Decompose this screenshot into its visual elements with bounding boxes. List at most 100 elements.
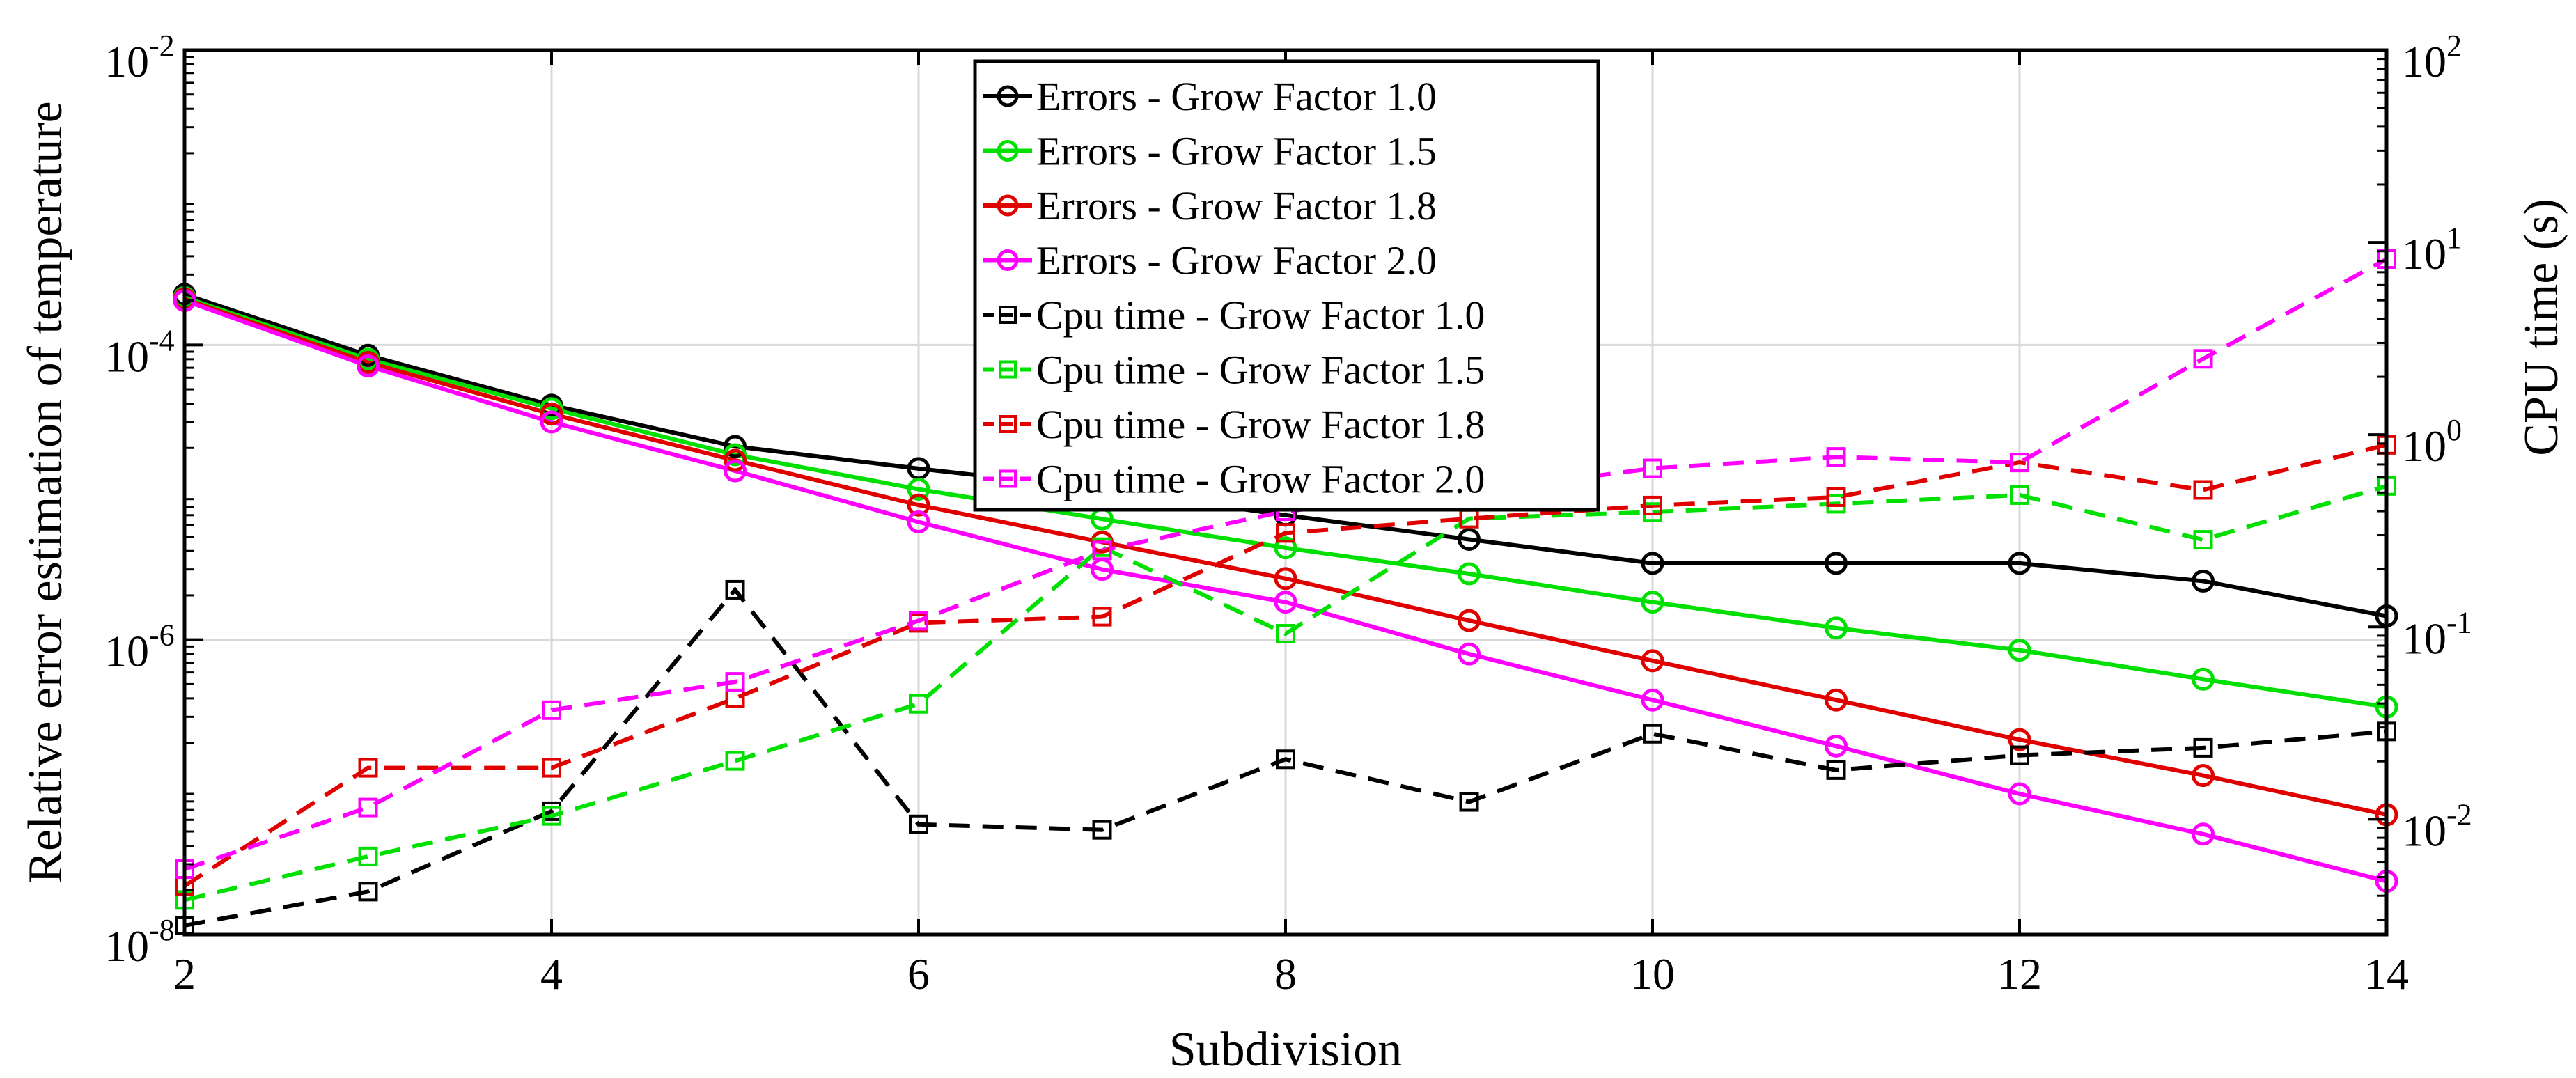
series-line-8: [184, 257, 2388, 871]
x-tick-label: 12: [1997, 949, 2042, 999]
legend-marker: [999, 306, 1017, 324]
series-point-2: [907, 478, 930, 501]
right-tick-label: 10-2: [2402, 797, 2472, 855]
x-axis-title: Subdivision: [1169, 1023, 1403, 1077]
legend-marker: [997, 85, 1019, 107]
series-point-1: [2008, 552, 2031, 575]
series-point-3: [2008, 728, 2031, 751]
legend-marker: [999, 469, 1017, 488]
series-point-8: [1643, 458, 1662, 478]
series-point-2: [1825, 616, 1848, 640]
series-point-1: [2192, 569, 2215, 593]
series-point-4: [357, 354, 380, 378]
series-point-7: [1643, 495, 1662, 515]
series-point-3: [540, 403, 563, 426]
right-tick-label: 10-1: [2402, 605, 2472, 663]
series-point-2: [1274, 536, 1297, 560]
series-point-5: [2193, 737, 2213, 758]
series-point-5: [1276, 749, 1295, 770]
series-point-8: [1826, 447, 1846, 467]
series-point-5: [1643, 724, 1662, 744]
series-point-5: [1826, 760, 1846, 780]
series-point-8: [909, 611, 928, 631]
series-point-6: [358, 846, 378, 866]
series-point-4: [1825, 734, 1848, 758]
series-point-3: [1825, 688, 1848, 712]
series-point-7: [1276, 523, 1295, 543]
plot-frame: [182, 48, 2389, 937]
left-y-axis-title: Relative error estimation of temperature: [19, 101, 72, 883]
series-point-1: [1825, 552, 1848, 575]
legend-label: Errors - Grow Factor 2.0: [1036, 238, 1437, 283]
series-point-3: [1458, 609, 1481, 632]
series-point-5: [1092, 820, 1112, 840]
right-y-axis-title: CPU time (s): [2515, 198, 2568, 455]
legend-marker: [997, 140, 1019, 162]
series-point-7: [358, 758, 378, 778]
x-tick-label: 2: [173, 949, 196, 999]
legend-label: Cpu time - Grow Factor 2.0: [1036, 457, 1485, 502]
series-point-5: [725, 579, 745, 600]
series-point-4: [2008, 782, 2031, 806]
series-point-7: [1826, 487, 1846, 507]
series-point-7: [542, 758, 561, 778]
series-point-8: [358, 797, 378, 818]
series-point-5: [2010, 745, 2029, 765]
legend-label: Cpu time - Grow Factor 1.5: [1036, 347, 1485, 393]
series-point-7: [2193, 480, 2213, 500]
series-markers: [173, 249, 2398, 935]
series-line-7: [183, 442, 2387, 888]
legend-label: Errors - Grow Factor 1.8: [1036, 183, 1437, 228]
series-line-6: [184, 483, 2387, 903]
left-tick-label: 10-6: [104, 618, 175, 676]
series-point-6: [2193, 530, 2213, 550]
legend-label: Cpu time - Grow Factor 1.8: [1036, 402, 1485, 447]
x-tick-label: 6: [907, 949, 930, 999]
x-tick-label: 14: [2364, 949, 2409, 999]
series-point-1: [1641, 552, 1664, 575]
legend-label: Errors - Grow Factor 1.0: [1036, 74, 1437, 119]
series-point-6: [1276, 623, 1295, 643]
series-point-6: [725, 751, 745, 771]
right-tick-label: 102: [2402, 29, 2462, 86]
series-point-1: [724, 435, 747, 458]
series-point-2: [1458, 562, 1481, 586]
series-point-7: [1092, 607, 1112, 627]
legend-marker: [999, 415, 1017, 433]
tick-labels: 2 4 6 8 10 12 14 10-8 10-6 10-4 10-2 10-2 10-1 100 101…: [104, 29, 2472, 999]
series-point-8: [542, 700, 561, 720]
x-tick-label: 10: [1630, 949, 1675, 999]
legend-box: [973, 59, 1600, 512]
series-point-1: [1458, 527, 1481, 551]
legend-marker: [999, 360, 1017, 379]
legend: Errors - Grow Factor 1.0 Errors - Grow Fa…: [973, 59, 1600, 512]
left-tick-label: 10-2: [104, 29, 175, 86]
series-point-5: [1459, 792, 1479, 812]
series-point-6: [909, 694, 928, 714]
series-point-8: [725, 672, 745, 692]
legend-marker: [997, 249, 1019, 271]
series-point-4: [2192, 822, 2215, 846]
x-tick-label: 4: [540, 949, 563, 999]
series-point-4: [1458, 642, 1481, 666]
right-tick-label: 100: [2402, 413, 2462, 471]
axes: [182, 48, 2389, 937]
series-point-6: [542, 806, 561, 826]
series-point-6: [2010, 485, 2029, 505]
left-tick-label: 10-8: [104, 913, 175, 971]
series-point-2: [2008, 639, 2031, 662]
series-point-3: [1641, 649, 1664, 673]
left-tick-label: 10-4: [104, 323, 175, 381]
right-tick-label: 101: [2402, 221, 2462, 279]
x-tick-label: 8: [1274, 949, 1297, 999]
series-line-5: [184, 586, 2387, 928]
series-point-3: [2192, 764, 2215, 788]
series-point-2: [2192, 667, 2215, 691]
legend-label: Cpu time - Grow Factor 1.0: [1036, 292, 1485, 338]
series-point-8: [2193, 349, 2213, 369]
series-point-3: [724, 448, 747, 472]
series-point-2: [1641, 591, 1664, 614]
series-point-4: [907, 510, 930, 533]
legend-label: Errors - Grow Factor 1.5: [1036, 129, 1437, 174]
